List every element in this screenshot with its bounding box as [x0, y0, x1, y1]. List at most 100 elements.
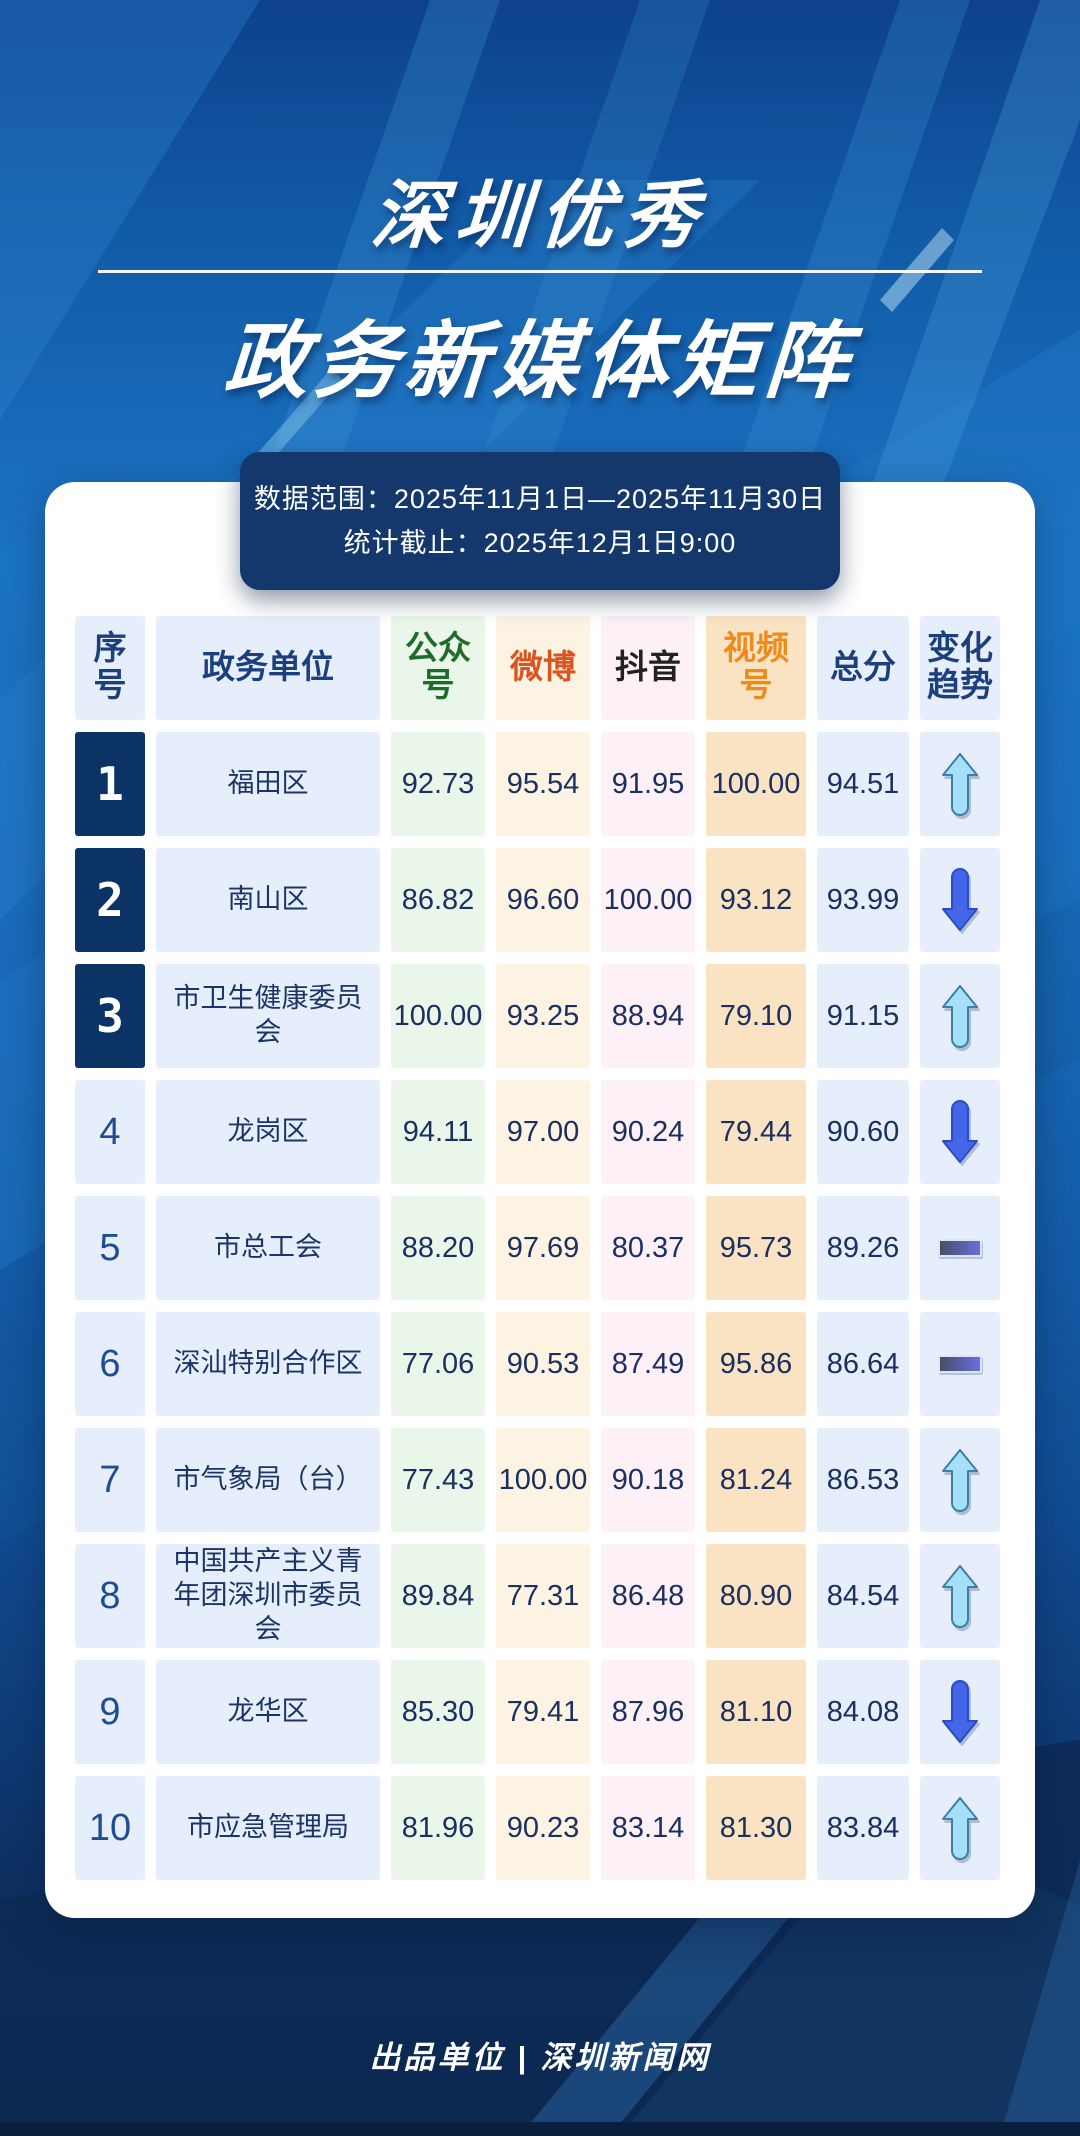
trend-flat-cell — [920, 1196, 1000, 1300]
cell-unit: 中国共产主义青年团深圳市委员会 — [156, 1544, 380, 1648]
cell-total: 93.99 — [817, 848, 909, 952]
arrow-down-icon — [942, 1100, 978, 1163]
cell-unit: 龙华区 — [156, 1660, 380, 1764]
cell-sph: 100.00 — [706, 732, 806, 836]
cell-wb: 96.60 — [496, 848, 590, 952]
cell-sph: 81.10 — [706, 1660, 806, 1764]
rank-badge-top3: 3 — [75, 964, 145, 1068]
cell-gzh: 89.84 — [391, 1544, 485, 1648]
cell-dy: 87.49 — [601, 1312, 695, 1416]
arrow-up-icon — [942, 985, 978, 1048]
rank-badge-top3: 1 — [75, 732, 145, 836]
rank-cell: 7 — [75, 1428, 145, 1532]
cell-wb: 77.31 — [496, 1544, 590, 1648]
title-divider — [98, 270, 982, 273]
dash-flat-icon — [938, 1355, 982, 1373]
cell-sph: 79.44 — [706, 1080, 806, 1184]
cell-dy: 86.48 — [601, 1544, 695, 1648]
cell-sph: 79.10 — [706, 964, 806, 1068]
arrow-up-icon — [942, 753, 978, 816]
cell-wb: 95.54 — [496, 732, 590, 836]
col-header-rank: 序号 — [75, 616, 145, 720]
col-header-unit: 政务单位 — [156, 616, 380, 720]
date-range-badge: 数据范围：2025年11月1日—2025年11月30日 统计截止：2025年12… — [240, 452, 840, 590]
cell-unit: 市气象局（台） — [156, 1428, 380, 1532]
trend-flat-cell — [920, 1312, 1000, 1416]
cell-gzh: 77.43 — [391, 1428, 485, 1532]
cell-total: 94.51 — [817, 732, 909, 836]
cell-dy: 87.96 — [601, 1660, 695, 1764]
cell-sph: 81.24 — [706, 1428, 806, 1532]
trend-up-cell — [920, 732, 1000, 836]
cell-unit: 市卫生健康委员会 — [156, 964, 380, 1068]
trend-down-cell — [920, 1080, 1000, 1184]
rank-cell: 10 — [75, 1776, 145, 1880]
col-header-dy: 抖音 — [601, 616, 695, 720]
cell-gzh: 81.96 — [391, 1776, 485, 1880]
trend-up-cell — [920, 1428, 1000, 1532]
col-header-gzh: 公众号 — [391, 616, 485, 720]
cell-unit: 南山区 — [156, 848, 380, 952]
cell-wb: 100.00 — [496, 1428, 590, 1532]
trend-up-cell — [920, 964, 1000, 1068]
cell-gzh: 92.73 — [391, 732, 485, 836]
cell-dy: 90.24 — [601, 1080, 695, 1184]
cell-total: 91.15 — [817, 964, 909, 1068]
cell-total: 84.08 — [817, 1660, 909, 1764]
trend-down-cell — [920, 848, 1000, 952]
col-header-wb: 微博 — [496, 616, 590, 720]
cell-gzh: 100.00 — [391, 964, 485, 1068]
cell-total: 86.64 — [817, 1312, 909, 1416]
arrow-down-icon — [942, 1680, 978, 1743]
cell-dy: 100.00 — [601, 848, 695, 952]
cell-wb: 90.23 — [496, 1776, 590, 1880]
arrow-up-icon — [942, 1797, 978, 1860]
cell-dy: 90.18 — [601, 1428, 695, 1532]
cell-dy: 80.37 — [601, 1196, 695, 1300]
cell-gzh: 86.82 — [391, 848, 485, 952]
rank-cell: 6 — [75, 1312, 145, 1416]
col-header-sph: 视频号 — [706, 616, 806, 720]
cell-unit: 市应急管理局 — [156, 1776, 380, 1880]
cell-sph: 95.73 — [706, 1196, 806, 1300]
publisher-text: 出品单位 | 深圳新闻网 — [369, 2040, 711, 2075]
cell-wb: 79.41 — [496, 1660, 590, 1764]
cell-wb: 97.00 — [496, 1080, 590, 1184]
cell-unit: 市总工会 — [156, 1196, 380, 1300]
cell-total: 86.53 — [817, 1428, 909, 1532]
ranking-table: 序号 政务单位 公众号 微博 抖音 视频号 总分 变化趋势 1 福田区 92.73 95.54 91.9… — [75, 616, 1000, 1880]
rank-cell: 5 — [75, 1196, 145, 1300]
col-header-total: 总分 — [817, 616, 909, 720]
cell-gzh: 94.11 — [391, 1080, 485, 1184]
cell-wb: 90.53 — [496, 1312, 590, 1416]
title-line-2: 政务新媒体矩阵 — [221, 314, 858, 408]
rank-cell: 9 — [75, 1660, 145, 1764]
cell-unit: 龙岗区 — [156, 1080, 380, 1184]
cell-wb: 93.25 — [496, 964, 590, 1068]
col-header-trend: 变化趋势 — [920, 616, 1000, 720]
trend-down-cell — [920, 1660, 1000, 1764]
trend-up-cell — [920, 1544, 1000, 1648]
cell-sph: 81.30 — [706, 1776, 806, 1880]
rank-cell: 4 — [75, 1080, 145, 1184]
ranking-card: 序号 政务单位 公众号 微博 抖音 视频号 总分 变化趋势 1 福田区 92.73 95.54 91.9… — [45, 482, 1035, 1918]
cell-total: 89.26 — [817, 1196, 909, 1300]
cell-sph: 93.12 — [706, 848, 806, 952]
cell-sph: 95.86 — [706, 1312, 806, 1416]
rank-cell: 8 — [75, 1544, 145, 1648]
trend-up-cell — [920, 1776, 1000, 1880]
cell-dy: 91.95 — [601, 732, 695, 836]
arrow-down-icon — [942, 868, 978, 931]
cell-sph: 80.90 — [706, 1544, 806, 1648]
cell-total: 84.54 — [817, 1544, 909, 1648]
cell-wb: 97.69 — [496, 1196, 590, 1300]
footer: 出品单位 | 深圳新闻网 — [0, 2032, 1080, 2077]
title-line-1: 深圳优秀 — [368, 174, 711, 257]
cell-total: 90.60 — [817, 1080, 909, 1184]
cell-gzh: 88.20 — [391, 1196, 485, 1300]
arrow-up-icon — [942, 1565, 978, 1628]
cell-unit: 福田区 — [156, 732, 380, 836]
cell-unit: 深汕特别合作区 — [156, 1312, 380, 1416]
cell-total: 83.84 — [817, 1776, 909, 1880]
